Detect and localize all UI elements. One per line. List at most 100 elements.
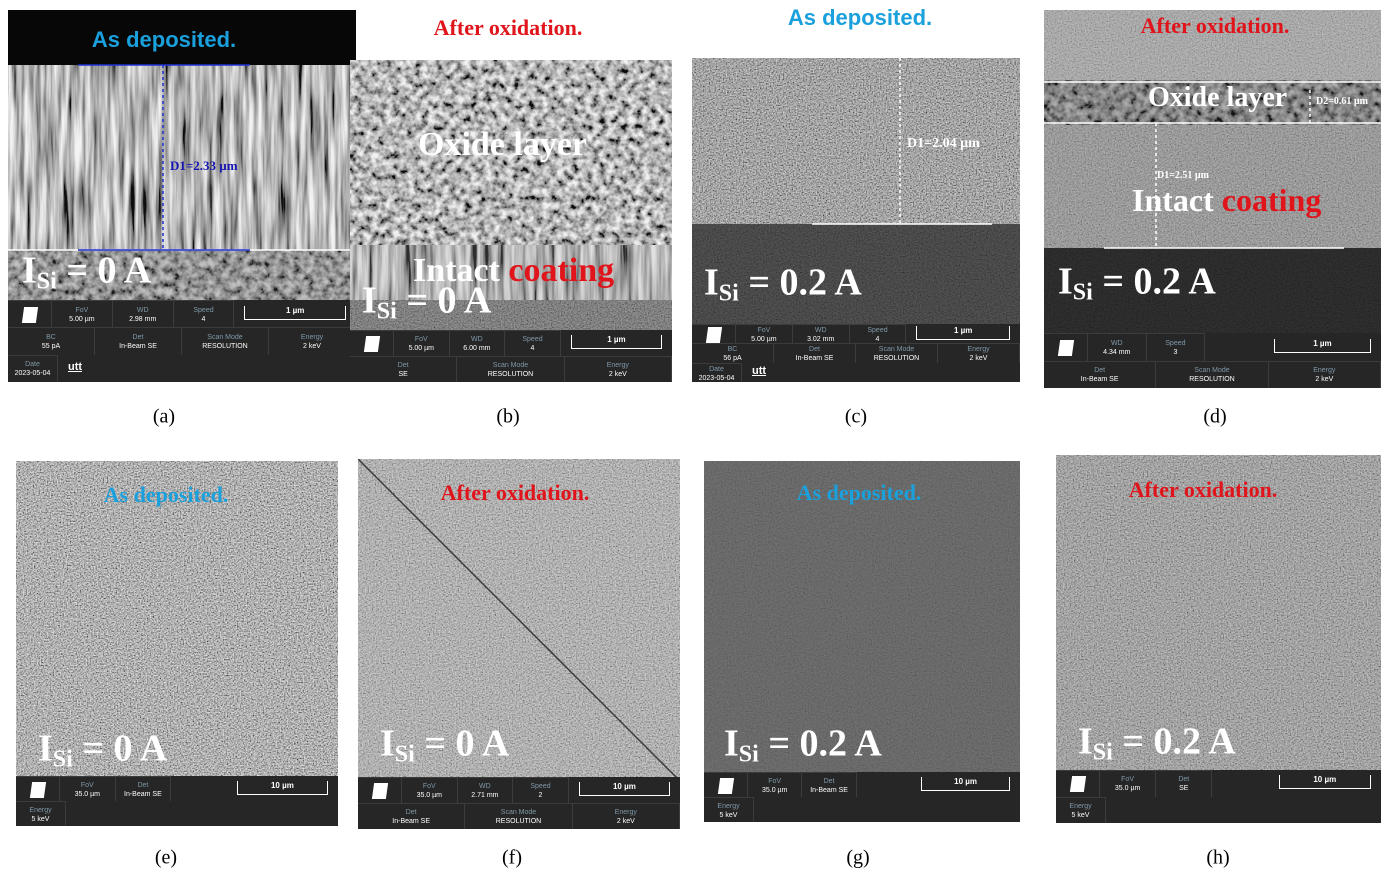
annotation: Oxide layer <box>418 126 587 164</box>
info-cell: FoV35.0 µm <box>1100 770 1156 797</box>
info-value: RESOLUTION <box>856 354 937 363</box>
current-label: ISi= 0 A <box>22 249 151 296</box>
scale-bar: 1 µm <box>1274 339 1371 353</box>
info-value: In-Beam SE <box>358 817 464 826</box>
current-label: ISi= 0 A <box>362 279 491 326</box>
sem-panel: ISi= 0.2 AFoV35.0 µmDetSEEnergy5 keV10 µ… <box>1056 455 1381 823</box>
scale-bar: 1 µm <box>244 306 346 320</box>
label-subscript: Si <box>1073 280 1093 306</box>
info-key: WD <box>793 326 849 335</box>
info-key: Speed <box>850 326 906 335</box>
panel-caption: (f) <box>502 847 522 870</box>
info-value: RESOLUTION <box>465 817 571 826</box>
sem-icon <box>706 327 722 343</box>
info-bar: WD4.34 mmSpeed3DetIn-Beam SEScan ModeRES… <box>1044 333 1381 388</box>
scale-bar: 1 µm <box>916 326 1010 340</box>
info-key: Energy <box>1056 802 1105 811</box>
info-key: Scan Mode <box>856 345 937 354</box>
logo: utt <box>752 365 766 377</box>
sem-icon-cell <box>8 300 52 327</box>
label-subscript: Si <box>719 281 739 307</box>
annotation: D2=0.61 µm <box>1316 96 1368 107</box>
info-value: 2.98 mm <box>113 315 173 324</box>
panel-title: After oxidation. <box>1141 13 1290 39</box>
label-symbol: I <box>724 723 739 765</box>
info-value: 55 pA <box>8 342 94 351</box>
scale-bar: 10 µm <box>579 782 670 796</box>
info-key: FoV <box>402 782 457 791</box>
info-bar: FoV35.0 µmDetIn-Beam SEEnergy5 keV10 µm <box>16 776 338 826</box>
info-key: WD <box>458 782 513 791</box>
info-value: In-Beam SE <box>116 790 171 799</box>
info-key: Speed <box>513 782 568 791</box>
info-key: Det <box>802 777 855 786</box>
info-key: Energy <box>565 361 671 370</box>
panel-title: As deposited. <box>788 5 932 31</box>
info-value: 4.34 mm <box>1088 348 1146 357</box>
current-label: ISi= 0.2 A <box>1078 720 1236 767</box>
scale-label: 1 µm <box>917 326 1009 336</box>
info-key: Det <box>1156 775 1211 784</box>
figure: {"panels":[ {"title":"As deposited.","an… <box>0 0 1389 870</box>
label-subscript: Si <box>395 742 415 768</box>
label-subscript: Si <box>377 299 397 325</box>
sem-icon <box>30 782 46 798</box>
info-cell: DetIn-Beam SE <box>95 327 182 354</box>
info-key: BC <box>8 333 94 342</box>
info-key: Det <box>1044 366 1155 375</box>
label-subscript: Si <box>53 747 73 773</box>
sem-icon-cell <box>692 324 736 343</box>
info-value: 5 keV <box>704 811 753 820</box>
panel-caption: (g) <box>846 847 869 870</box>
info-value: 5 keV <box>1056 811 1105 820</box>
info-cell: Speed4 <box>174 300 235 327</box>
label-subscript: Si <box>1093 740 1113 766</box>
scale-bar: 1 µm <box>571 335 662 349</box>
info-cell: FoV35.0 µm <box>60 776 116 801</box>
info-key: FoV <box>748 777 801 786</box>
info-cell: FoV35.0 µm <box>402 777 458 803</box>
info-key: Scan Mode <box>457 361 563 370</box>
sem-icon-cell <box>350 330 394 356</box>
info-value: 2 keV <box>269 342 355 351</box>
info-key: FoV <box>52 306 112 315</box>
info-value: 2 keV <box>1269 375 1380 384</box>
info-cell: Scan ModeRESOLUTION <box>1156 361 1268 389</box>
current-label: ISi= 0.2 A <box>704 261 862 308</box>
info-value: In-Beam SE <box>95 342 181 351</box>
info-value: 2 keV <box>565 370 671 379</box>
sem-icon <box>22 307 38 323</box>
label-subscript: Si <box>739 742 759 768</box>
info-cell: DetIn-Beam SE <box>802 772 856 797</box>
scale-label: 10 µm <box>922 777 1009 787</box>
annotation: D1=2.04 µm <box>907 136 980 152</box>
current-label: ISi= 0.2 A <box>724 722 882 769</box>
info-key: Energy <box>16 806 65 815</box>
sem-icon-cell <box>704 772 748 797</box>
info-cell: Scan ModeRESOLUTION <box>182 327 269 354</box>
info-value: 35.0 µm <box>748 786 801 795</box>
info-value: 2023-05-04 <box>692 374 741 382</box>
label-symbol: I <box>22 250 37 292</box>
info-key: Det <box>774 345 855 354</box>
label-subscript: Si <box>37 269 57 295</box>
annotation-word: coating <box>1222 182 1322 218</box>
panel-title: After oxidation. <box>1129 477 1278 503</box>
sem-panel: D1=2.33 µmISi= 0 AFoV5.00 µmWD2.98 mmSpe… <box>8 10 356 382</box>
info-value: 3 <box>1147 348 1205 357</box>
scale-label: 1 µm <box>1275 339 1370 349</box>
info-value: 2 keV <box>938 354 1019 363</box>
info-cell: FoV35.0 µm <box>748 772 802 797</box>
